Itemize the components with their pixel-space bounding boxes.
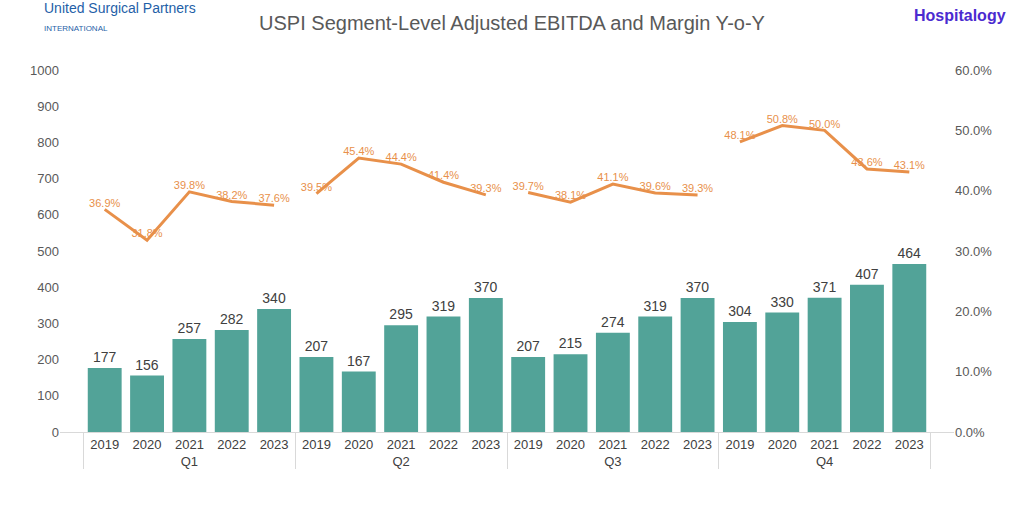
svg-text:0: 0 — [52, 425, 59, 440]
svg-text:257: 257 — [178, 320, 202, 336]
svg-text:2020: 2020 — [556, 437, 585, 452]
svg-text:2021: 2021 — [598, 437, 627, 452]
svg-text:407: 407 — [855, 266, 879, 282]
svg-text:39.6%: 39.6% — [640, 180, 671, 192]
svg-text:167: 167 — [347, 353, 371, 369]
svg-text:39.7%: 39.7% — [513, 180, 544, 192]
svg-text:2020: 2020 — [768, 437, 797, 452]
svg-text:2022: 2022 — [852, 437, 881, 452]
svg-text:2023: 2023 — [683, 437, 712, 452]
svg-text:45.4%: 45.4% — [343, 145, 374, 157]
svg-text:600: 600 — [37, 207, 59, 222]
svg-text:39.3%: 39.3% — [470, 182, 501, 194]
svg-text:2022: 2022 — [641, 437, 670, 452]
svg-text:2020: 2020 — [133, 437, 162, 452]
svg-text:39.8%: 39.8% — [174, 179, 205, 191]
svg-text:0.0%: 0.0% — [955, 425, 985, 440]
svg-text:2020: 2020 — [344, 437, 373, 452]
svg-text:100: 100 — [37, 388, 59, 403]
svg-text:Q4: Q4 — [816, 454, 833, 469]
svg-text:2019: 2019 — [725, 437, 754, 452]
svg-text:38.1%: 38.1% — [555, 189, 586, 201]
svg-text:207: 207 — [305, 338, 329, 354]
svg-text:207: 207 — [516, 338, 540, 354]
svg-text:36.9%: 36.9% — [89, 197, 120, 209]
svg-text:2021: 2021 — [810, 437, 839, 452]
svg-text:300: 300 — [37, 316, 59, 331]
svg-text:2022: 2022 — [217, 437, 246, 452]
svg-text:800: 800 — [37, 135, 59, 150]
svg-text:156: 156 — [135, 357, 159, 373]
svg-text:500: 500 — [37, 244, 59, 259]
svg-text:50.8%: 50.8% — [767, 113, 798, 125]
svg-text:41.4%: 41.4% — [428, 169, 459, 181]
svg-text:2021: 2021 — [387, 437, 416, 452]
svg-text:215: 215 — [559, 335, 583, 351]
svg-text:304: 304 — [728, 303, 752, 319]
svg-text:2023: 2023 — [895, 437, 924, 452]
svg-text:464: 464 — [898, 245, 922, 261]
svg-text:370: 370 — [686, 279, 710, 295]
svg-text:330: 330 — [770, 294, 794, 310]
svg-text:282: 282 — [220, 311, 244, 327]
svg-text:Q2: Q2 — [392, 454, 409, 469]
svg-text:200: 200 — [37, 352, 59, 367]
svg-text:2023: 2023 — [471, 437, 500, 452]
svg-text:319: 319 — [643, 298, 667, 314]
svg-text:44.4%: 44.4% — [386, 151, 417, 163]
svg-text:50.0%: 50.0% — [809, 118, 840, 130]
svg-text:37.6%: 37.6% — [258, 192, 289, 204]
svg-text:39.5%: 39.5% — [301, 181, 332, 193]
svg-text:41.1%: 41.1% — [597, 171, 628, 183]
svg-text:40.0%: 40.0% — [955, 183, 992, 198]
svg-text:400: 400 — [37, 280, 59, 295]
svg-text:USPI Segment-Level Adjusted EB: USPI Segment-Level Adjusted EBITDA and M… — [259, 12, 765, 34]
svg-text:700: 700 — [37, 171, 59, 186]
svg-text:Hospitalogy: Hospitalogy — [914, 7, 1006, 24]
svg-text:1000: 1000 — [30, 63, 59, 78]
svg-text:2019: 2019 — [302, 437, 331, 452]
svg-text:274: 274 — [601, 314, 625, 330]
svg-text:295: 295 — [389, 306, 413, 322]
svg-text:INTERNATIONAL: INTERNATIONAL — [44, 24, 108, 33]
svg-text:31.8%: 31.8% — [131, 227, 162, 239]
svg-text:43.6%: 43.6% — [851, 156, 882, 168]
svg-text:Q3: Q3 — [604, 454, 621, 469]
svg-text:177: 177 — [93, 349, 117, 365]
svg-text:39.3%: 39.3% — [682, 182, 713, 194]
svg-text:38.2%: 38.2% — [216, 189, 247, 201]
svg-text:United Surgical Partners: United Surgical Partners — [44, 0, 196, 16]
svg-text:2019: 2019 — [90, 437, 119, 452]
svg-text:2023: 2023 — [260, 437, 289, 452]
svg-text:319: 319 — [432, 298, 456, 314]
svg-text:43.1%: 43.1% — [894, 159, 925, 171]
svg-text:50.0%: 50.0% — [955, 123, 992, 138]
svg-text:10.0%: 10.0% — [955, 364, 992, 379]
svg-text:48.1%: 48.1% — [724, 129, 755, 141]
svg-text:2021: 2021 — [175, 437, 204, 452]
svg-text:2019: 2019 — [514, 437, 543, 452]
svg-text:60.0%: 60.0% — [955, 63, 992, 78]
svg-text:371: 371 — [813, 279, 837, 295]
svg-text:30.0%: 30.0% — [955, 244, 992, 259]
svg-text:370: 370 — [474, 279, 498, 295]
svg-text:2022: 2022 — [429, 437, 458, 452]
svg-text:20.0%: 20.0% — [955, 304, 992, 319]
svg-text:900: 900 — [37, 99, 59, 114]
svg-text:Q1: Q1 — [181, 454, 198, 469]
svg-text:340: 340 — [262, 290, 286, 306]
